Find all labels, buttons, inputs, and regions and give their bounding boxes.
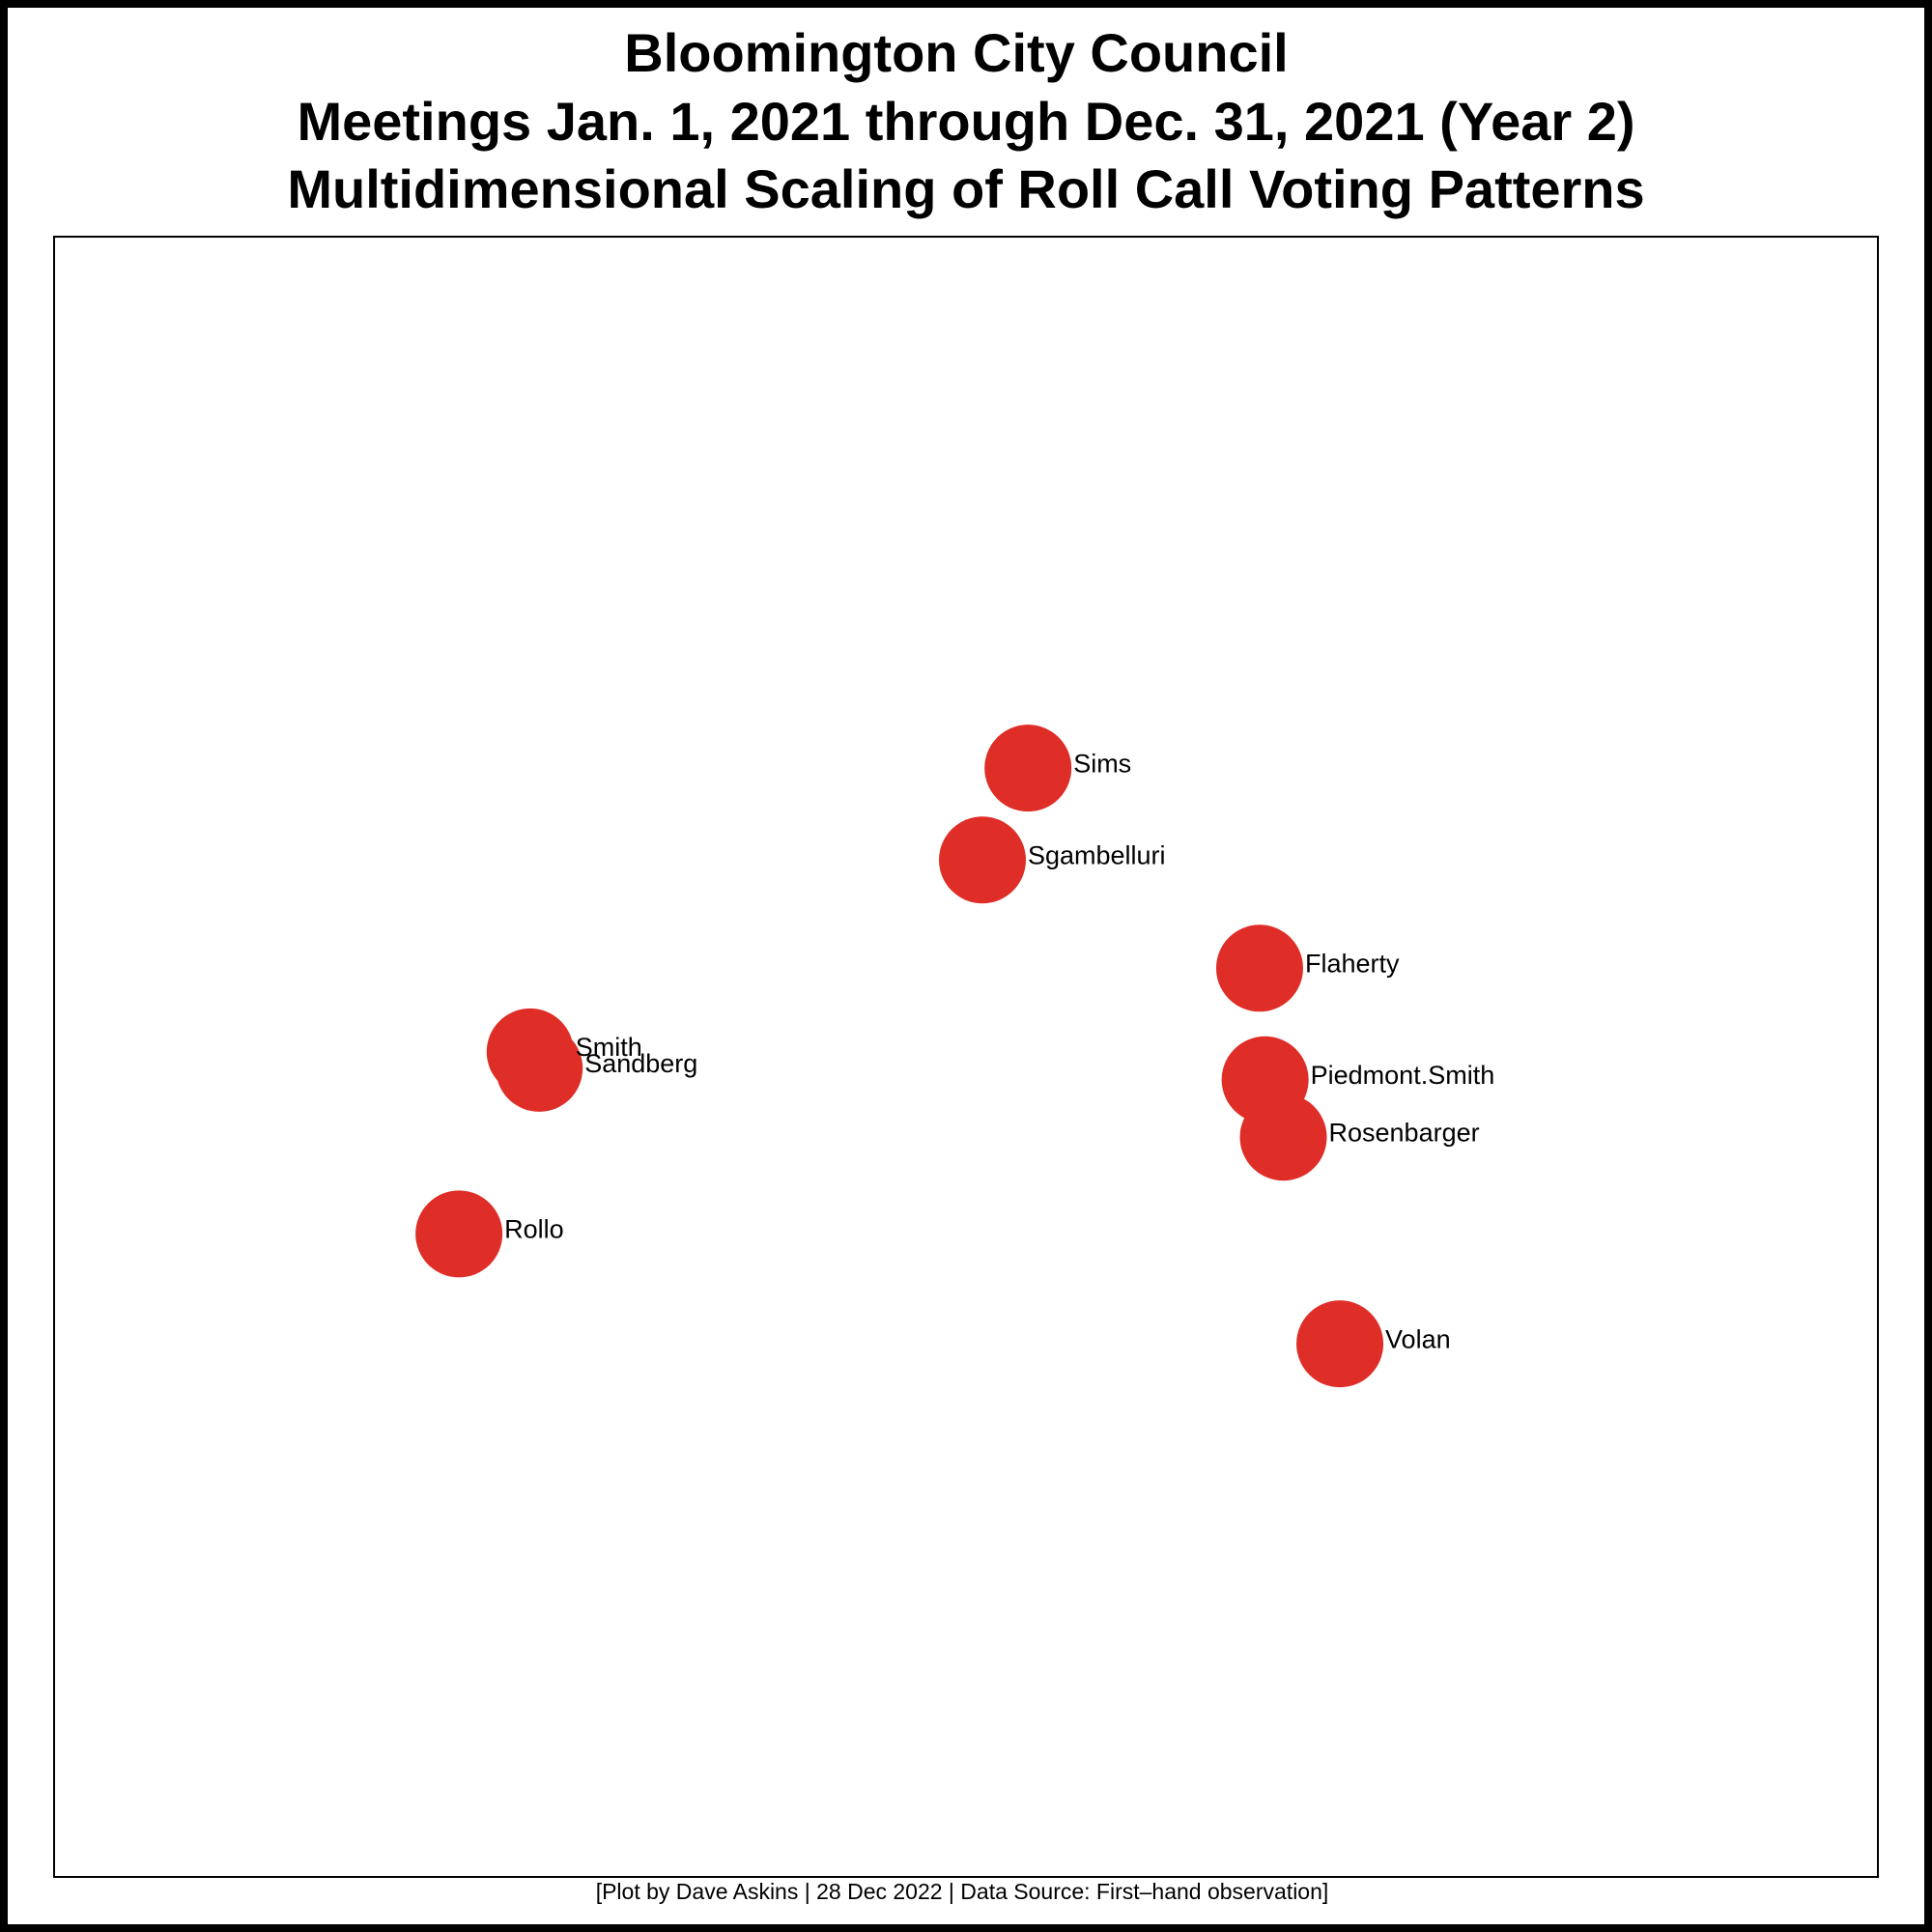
point: [984, 724, 1072, 812]
point-label: Rosenbarger: [1329, 1118, 1480, 1147]
point-label: Rollo: [504, 1215, 564, 1244]
point-label: Sandberg: [584, 1049, 697, 1078]
point-label: Flaherty: [1305, 949, 1400, 978]
point: [938, 816, 1026, 904]
plot-frame: [53, 236, 1879, 1878]
background: [8, 8, 1924, 1924]
point-label: Sims: [1073, 749, 1131, 778]
point: [1296, 1300, 1384, 1388]
point: [415, 1190, 503, 1278]
chart-title: Multidimensional Scaling of Roll Call Vo…: [287, 158, 1644, 219]
point: [1215, 924, 1303, 1012]
caption: [Plot by Dave Askins | 28 Dec 2022 | Dat…: [596, 1879, 1329, 1904]
point-label: Piedmont.Smith: [1311, 1061, 1495, 1090]
chart-title: Meetings Jan. 1, 2021 through Dec. 31, 2…: [297, 91, 1634, 152]
point-label: Volan: [1385, 1324, 1451, 1353]
point-label: Sgambelluri: [1028, 840, 1166, 869]
point-label: Smith: [576, 1033, 642, 1062]
point: [496, 1024, 583, 1112]
chart-title: Bloomington City Council: [624, 22, 1288, 83]
point: [1239, 1094, 1327, 1181]
